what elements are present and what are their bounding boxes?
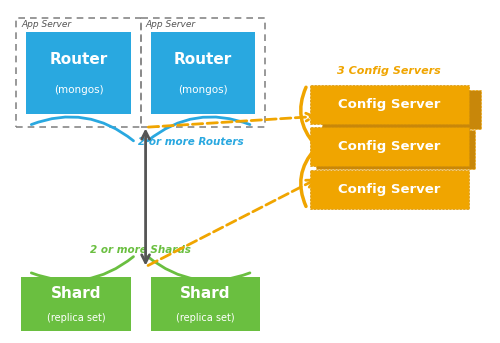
FancyBboxPatch shape [26,32,130,114]
Text: Config Server: Config Server [338,98,440,111]
FancyBboxPatch shape [322,90,480,129]
Text: (mongos): (mongos) [178,85,228,95]
FancyBboxPatch shape [150,277,260,331]
Text: Config Server: Config Server [338,183,440,196]
FancyBboxPatch shape [22,277,130,331]
Text: Router: Router [174,52,232,67]
Text: 2 or more Routers: 2 or more Routers [138,138,243,147]
Text: Shard: Shard [50,286,101,301]
FancyBboxPatch shape [310,127,469,166]
Text: (replica set): (replica set) [46,313,106,323]
Text: App Server: App Server [146,20,196,29]
Text: 3 Config Servers: 3 Config Servers [338,66,441,76]
Text: App Server: App Server [22,20,72,29]
Text: (mongos): (mongos) [54,85,104,95]
FancyBboxPatch shape [310,170,469,209]
FancyBboxPatch shape [316,130,474,169]
Text: Shard: Shard [180,286,230,301]
FancyBboxPatch shape [150,32,255,114]
Text: 2 or more Shards: 2 or more Shards [90,245,191,255]
Text: (replica set): (replica set) [176,313,234,323]
Text: Config Server: Config Server [338,140,440,153]
FancyBboxPatch shape [310,85,469,124]
Text: Router: Router [50,52,108,67]
